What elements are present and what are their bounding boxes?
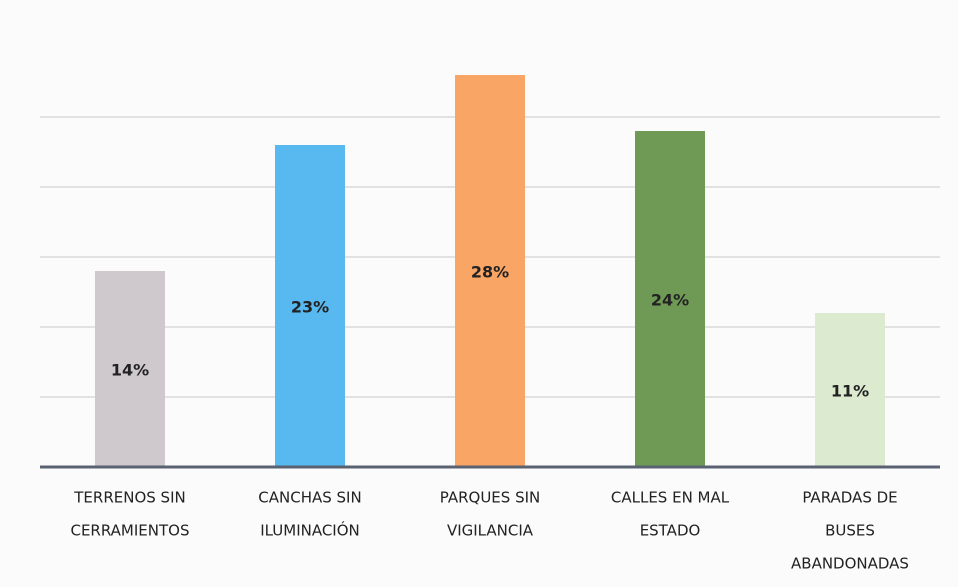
x-tick-label: VIGILANCIA <box>447 522 534 540</box>
x-tick-label: BUSES <box>825 522 875 540</box>
x-tick-label: ABANDONADAS <box>791 555 909 573</box>
value-label: 24% <box>651 291 689 310</box>
x-tick-label: CERRAMIENTOS <box>70 522 189 540</box>
x-tick-label: ESTADO <box>640 522 701 540</box>
bar <box>815 313 885 467</box>
value-label: 14% <box>111 361 149 380</box>
bar <box>455 75 525 467</box>
x-tick-label: TERRENOS SIN <box>73 489 185 507</box>
value-label: 11% <box>831 382 869 401</box>
x-tick-label: ILUMINACIÓN <box>260 521 360 540</box>
x-tick-label: PARADAS DE <box>802 489 897 507</box>
bar <box>95 271 165 467</box>
bar <box>275 145 345 467</box>
bar <box>635 131 705 467</box>
x-tick-label: CALLES EN MAL <box>611 489 730 507</box>
x-tick-label: CANCHAS SIN <box>258 489 361 507</box>
x-tick-label: PARQUES SIN <box>440 489 541 507</box>
value-label: 28% <box>471 263 509 282</box>
value-label: 23% <box>291 298 329 317</box>
